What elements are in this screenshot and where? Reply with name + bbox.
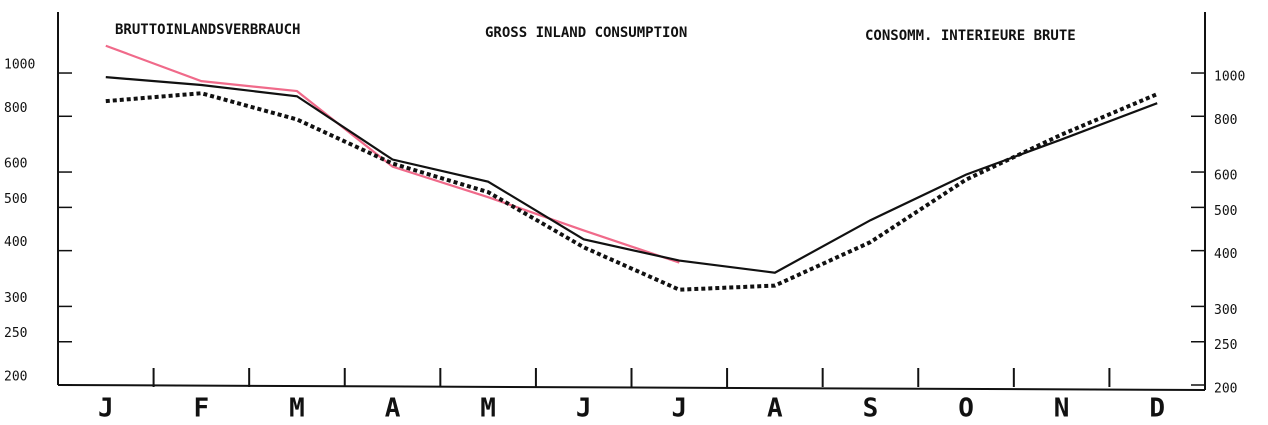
series-line [105,91,1158,292]
y2-tick-label: 400 [1214,247,1237,262]
y2-tick-label: 200 [1214,382,1237,397]
title-fr: CONSOMM. INTERIEURE BRUTE [865,28,1076,44]
y2-tick-label: 300 [1214,303,1237,318]
x-tick-label: D [1149,394,1165,424]
y-tick-label: 500 [4,192,27,207]
y2-tick-label: 250 [1214,338,1237,353]
x-tick-label: J [576,394,592,424]
x-tick-label: J [671,394,687,424]
y-tick-label: 400 [4,235,27,250]
series-line [105,76,1158,274]
x-tick-label: A [385,394,401,424]
y2-tick-label: 500 [1214,204,1237,219]
x-tick-label: F [194,394,210,424]
y-tick-label: 200 [4,370,27,385]
x-tick-label: O [958,394,974,424]
y-tick-label: 250 [4,326,27,341]
y-tick-label: 800 [4,101,27,116]
y-tick-label: 1000 [4,58,35,73]
y2-tick-label: 1000 [1214,70,1245,85]
title-de: BRUTTOINLANDSVERBRAUCH [115,22,300,38]
title-en: GROSS INLAND CONSUMPTION [485,25,687,41]
x-tick-label: N [1054,394,1070,424]
x-tick-label: M [289,394,305,424]
y-tick-label: 300 [4,291,27,306]
x-tick-label: A [767,394,783,424]
y2-tick-label: 600 [1214,169,1237,184]
y-tick-label: 600 [4,157,27,172]
x-tick-label: M [480,394,496,424]
x-tick-label: J [98,394,114,424]
x-tick-label: S [863,394,879,424]
y2-tick-label: 800 [1214,113,1237,128]
series-line [105,44,680,264]
